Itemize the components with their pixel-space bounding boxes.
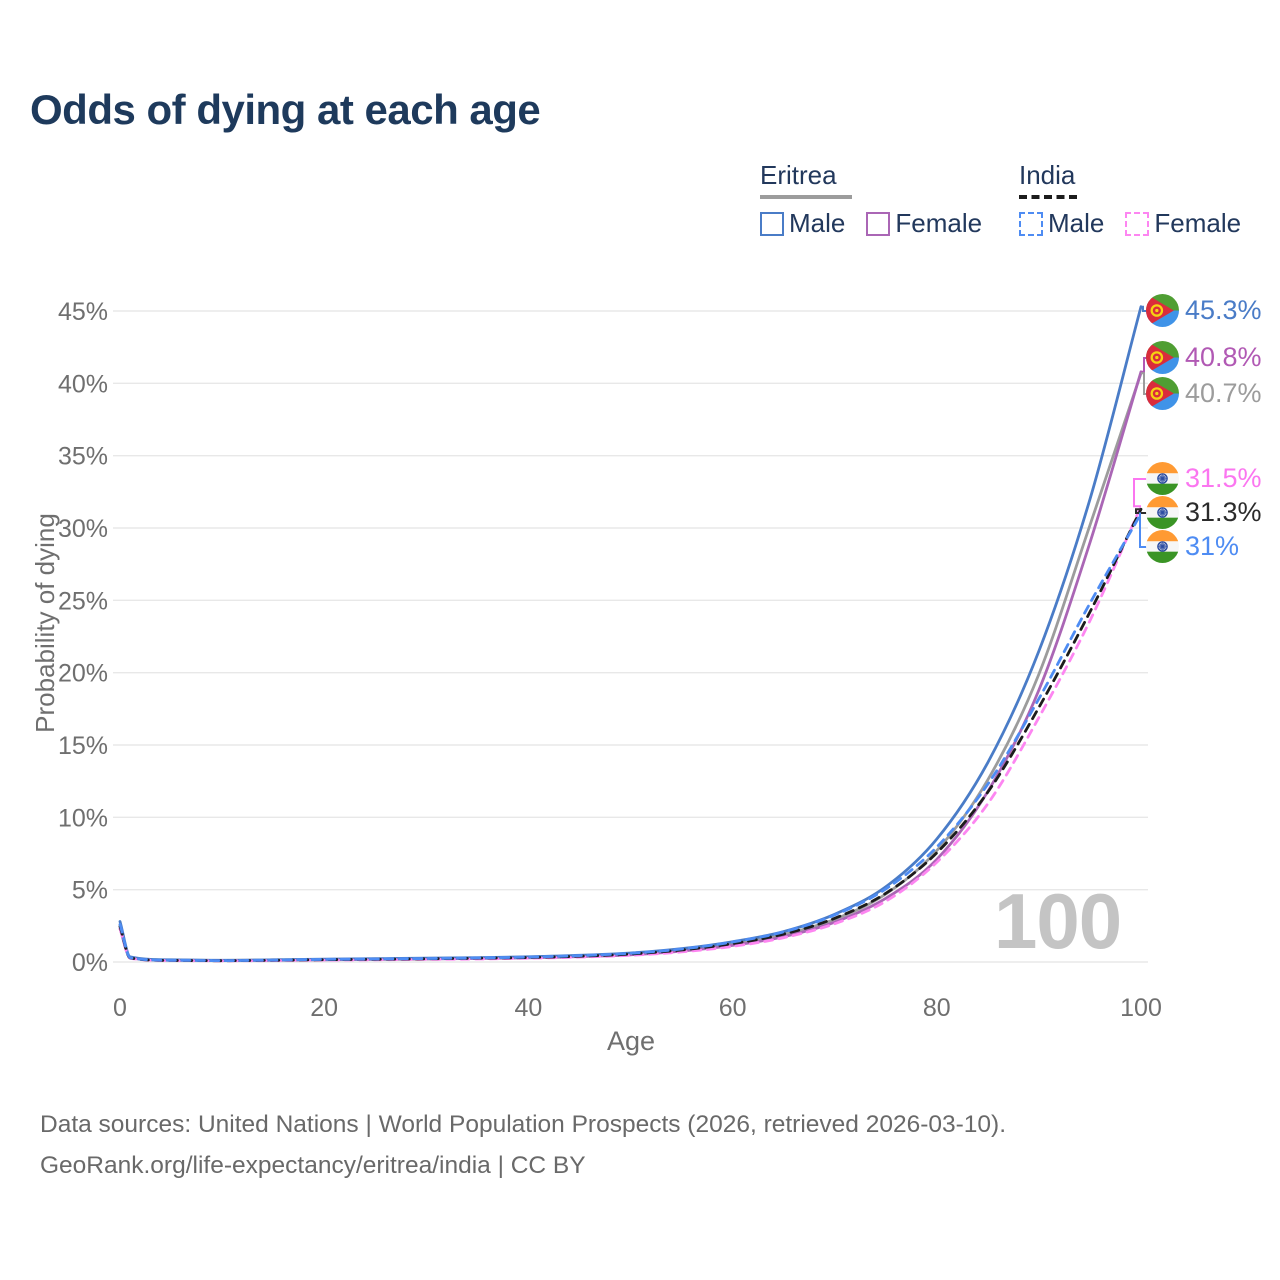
leader-line-eritrea: [1141, 305, 1148, 312]
end-label-value: 31.3%: [1185, 497, 1262, 527]
series-line-eritrea-both-sexes[interactable]: [118, 371, 1143, 962]
end-label-india-female: 31.5%: [1146, 462, 1262, 495]
end-label-value: 31.5%: [1185, 463, 1262, 493]
end-label-india-male: 31%: [1146, 530, 1239, 563]
series-line-india-both-sexes[interactable]: [118, 507, 1143, 963]
legend-line-swatch-eritrea: [760, 195, 852, 199]
x-tick-label: 0: [113, 994, 127, 1022]
y-tick-label: 40%: [58, 370, 108, 398]
footer-attribution: GeoRank.org/life-expectancy/eritrea/indi…: [40, 1152, 586, 1179]
x-tick-label: 40: [514, 994, 542, 1022]
y-tick-label: 20%: [58, 660, 108, 688]
legend-title-india[interactable]: India: [1019, 160, 1076, 190]
y-tick-label: 25%: [58, 587, 108, 615]
page-title: Odds of dying at each age: [30, 86, 541, 133]
leader-line-eritrea: [1141, 357, 1148, 373]
legend-line-swatch-india: [1019, 195, 1077, 199]
legend-title-eritrea[interactable]: Eritrea: [760, 160, 837, 190]
footer: Data sources: United Nations | World Pop…: [40, 1104, 1006, 1186]
end-label-eritrea-male: 45.3%: [1146, 294, 1262, 327]
y-tick-label: 30%: [58, 515, 108, 543]
end-label-value: 31%: [1185, 531, 1240, 561]
y-tick-label: 35%: [58, 443, 108, 471]
y-tick-label: 10%: [58, 804, 108, 832]
legend-swatch-eritrea-female[interactable]: [866, 211, 891, 236]
y-tick-label: 15%: [58, 732, 108, 760]
leader-line-india: [1135, 508, 1148, 514]
x-tick-label: 20: [310, 994, 338, 1022]
legend-group-india: India Male Female: [1019, 160, 1241, 239]
eritrea-flag-icon: [1146, 341, 1179, 374]
leader-line-eritrea: [1141, 372, 1148, 395]
legend-label-india-male[interactable]: Male: [1048, 208, 1105, 238]
y-tick-label: 5%: [72, 877, 108, 905]
end-label-value: 40.8%: [1185, 342, 1262, 372]
footer-sources: Data sources: United Nations | World Pop…: [40, 1111, 1007, 1138]
y-tick-label: 0%: [72, 949, 108, 977]
legend-swatch-india-male[interactable]: [1019, 211, 1043, 236]
eritrea-flag-icon: [1146, 377, 1179, 410]
end-label-eritrea-female: 40.8%: [1146, 341, 1262, 374]
end-label-value: 40.7%: [1185, 378, 1262, 408]
y-tick-label: 45%: [58, 298, 108, 326]
legend-swatch-india-female[interactable]: [1125, 211, 1150, 236]
legend-group-eritrea: Eritrea Male Female: [760, 160, 982, 239]
x-tick-label: 60: [719, 994, 747, 1022]
x-axis-title: Age: [606, 1026, 656, 1056]
end-label-india-both-sexes: 31.3%: [1146, 496, 1262, 529]
eritrea-flag-icon: [1146, 294, 1179, 327]
legend-swatch-eritrea-male[interactable]: [760, 211, 784, 236]
x-tick-label: 100: [1120, 994, 1162, 1022]
x-tick-label: 80: [923, 994, 951, 1022]
hover-age-watermark: 100: [994, 877, 1122, 965]
legend-label-eritrea-female[interactable]: Female: [895, 208, 983, 238]
legend-label-eritrea-male[interactable]: Male: [789, 208, 846, 238]
end-label-eritrea-both-sexes: 40.7%: [1146, 377, 1262, 410]
series-line-eritrea-male[interactable]: [118, 305, 1143, 962]
legend-label-india-female[interactable]: Female: [1154, 208, 1242, 238]
series-line-india-male[interactable]: [118, 512, 1143, 963]
india-flag-icon: [1146, 496, 1179, 529]
series-line-india-female[interactable]: [118, 504, 1143, 963]
india-flag-icon: [1146, 530, 1179, 563]
series-line-eritrea-female[interactable]: [118, 370, 1143, 963]
leader-line-india: [1139, 512, 1148, 548]
end-label-value: 45.3%: [1185, 295, 1262, 325]
leader-line-india: [1133, 478, 1148, 508]
india-flag-icon: [1146, 462, 1179, 495]
